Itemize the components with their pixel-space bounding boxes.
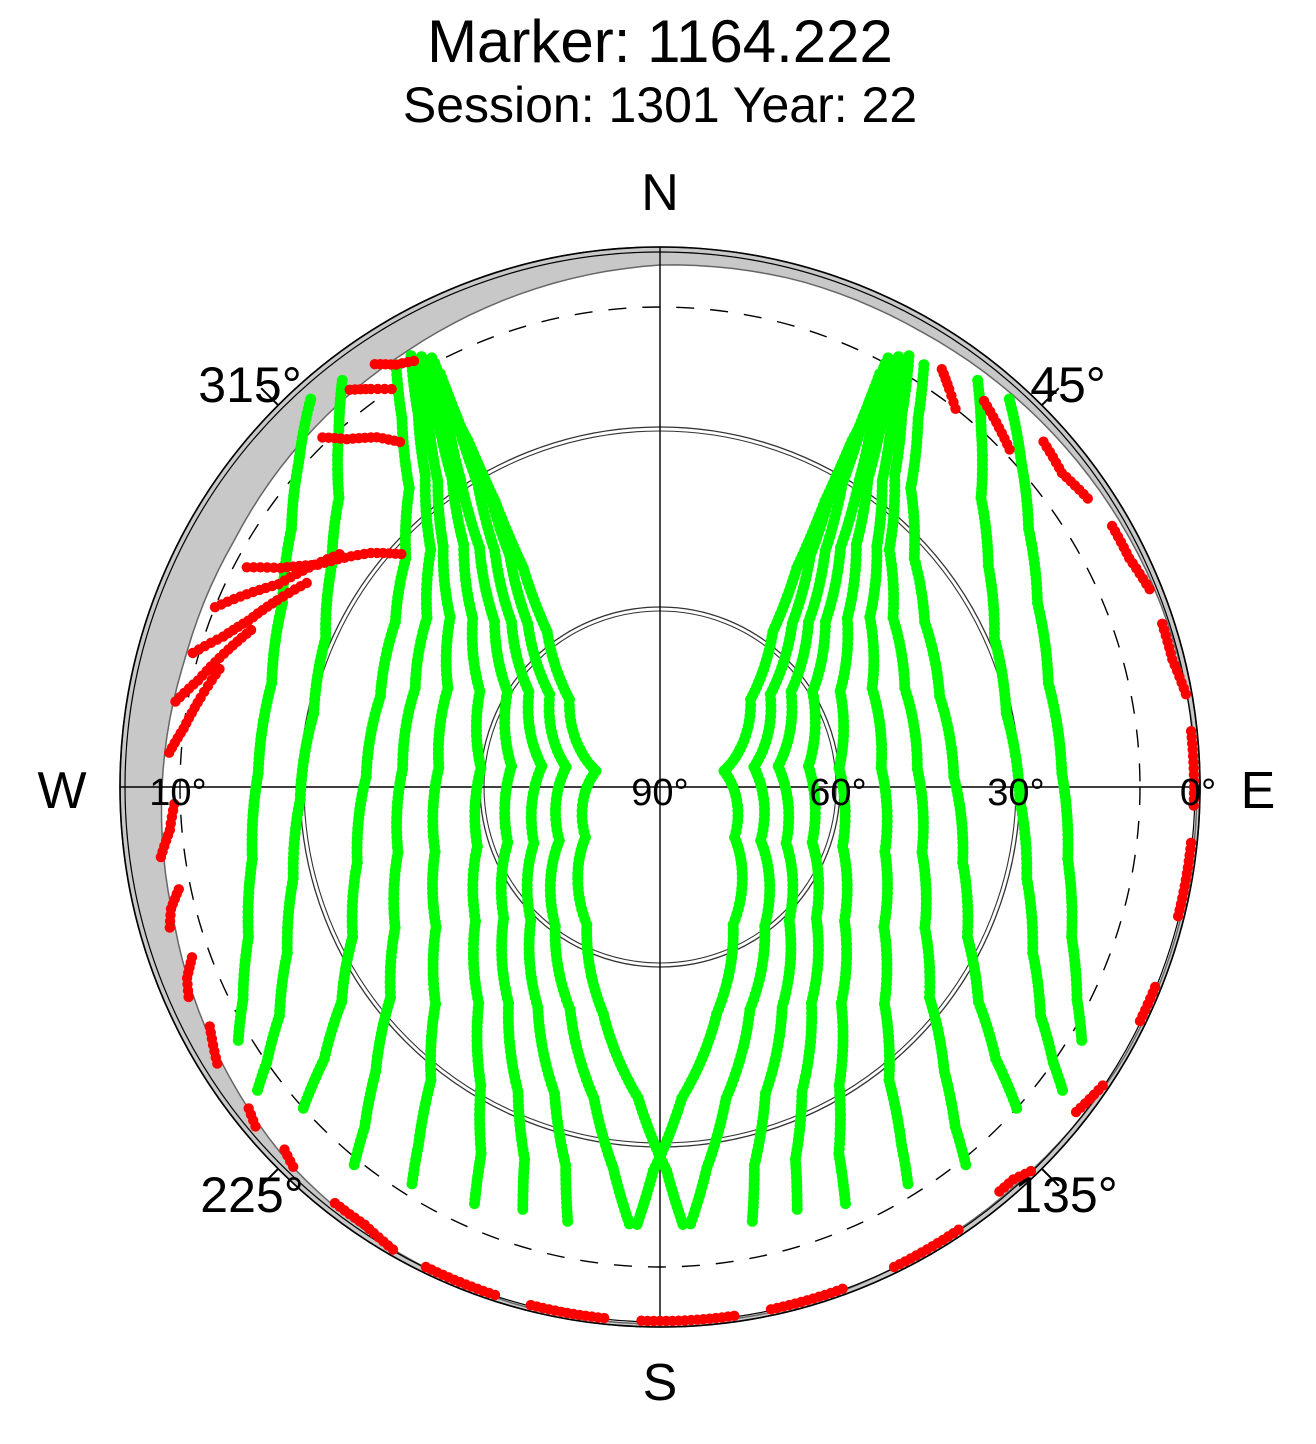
plot-area xyxy=(119,246,1201,1328)
elevation-label-30: 30° xyxy=(987,772,1044,814)
cardinal-east-label: E xyxy=(1241,762,1276,820)
rejected-point-9-7 xyxy=(173,884,184,895)
rejected-point-12-3 xyxy=(243,1103,254,1114)
chart-title: Marker: 1164.222 xyxy=(427,8,893,75)
elevation-label-90: 90° xyxy=(631,772,688,814)
observed-point-8-148 xyxy=(1057,1084,1068,1096)
azimuth-tick-135 xyxy=(1041,1168,1060,1187)
rejected-point-22-6 xyxy=(1070,1106,1082,1118)
observed-point-12-174 xyxy=(406,1178,418,1190)
observed-point-9-134 xyxy=(1076,1034,1088,1046)
azimuth-tick-315 xyxy=(260,387,279,406)
rejected-point-29-12 xyxy=(329,1197,341,1209)
rejected-point-10-7 xyxy=(186,952,198,963)
azimuth-label-135: 135° xyxy=(1014,1167,1117,1223)
rejected-point-5-13 xyxy=(394,436,406,448)
observed-point-2-174 xyxy=(902,1178,914,1190)
rejected-point-25-12 xyxy=(765,1304,777,1315)
rejected-point-17-12 xyxy=(1144,584,1155,595)
azimuth-tick-45 xyxy=(1041,387,1060,406)
elevation-label-60: 60° xyxy=(809,772,866,814)
rejected-point-13-3 xyxy=(279,1144,290,1155)
rejected-point-0-24 xyxy=(396,548,407,560)
rejected-point-18-12 xyxy=(1180,689,1192,700)
rejected-point-14-9 xyxy=(1004,444,1015,455)
observed-point-14-179 xyxy=(517,1203,529,1215)
rejected-point-3-17 xyxy=(245,624,257,636)
rejected-point-6-7 xyxy=(386,383,397,395)
observed-point-1-169 xyxy=(960,1159,972,1171)
observed-point-19-134 xyxy=(232,1034,244,1046)
rejected-point-2-21 xyxy=(301,577,312,589)
elevation-label-10-west: 10° xyxy=(149,772,206,814)
cardinal-west-label: W xyxy=(37,762,86,820)
rejected-point-8-9 xyxy=(169,798,180,810)
rejected-point-7-7 xyxy=(408,355,420,367)
observed-point-0-157 xyxy=(1011,1102,1023,1114)
rejected-point-26-15 xyxy=(636,1315,647,1326)
elevation-label-0: 0° xyxy=(1180,772,1216,814)
rejected-point-4-16 xyxy=(214,663,225,675)
rejected-point-28-12 xyxy=(420,1261,432,1273)
azimuth-tick-225 xyxy=(260,1168,279,1187)
observed-point-4-179 xyxy=(791,1203,803,1215)
observed-point-3-176 xyxy=(840,1198,851,1210)
observed-point-16-182 xyxy=(623,1218,635,1230)
rejected-point-11-6 xyxy=(204,1021,215,1032)
observed-point-10-157 xyxy=(297,1102,309,1114)
rejected-point-24-12 xyxy=(888,1261,900,1273)
observed-point-15-182 xyxy=(562,1215,574,1227)
rejected-point-23-6 xyxy=(994,1186,1005,1197)
rejected-point-19-12 xyxy=(1188,800,1199,811)
rejected-point-16-12 xyxy=(1082,493,1094,504)
cardinal-north-label: N xyxy=(641,164,679,222)
rejected-point-21-6 xyxy=(1134,1015,1146,1027)
rejected-point-27-12 xyxy=(525,1299,536,1311)
azimuth-label-45: 45° xyxy=(1030,357,1106,413)
observed-point-17-184 xyxy=(677,1218,689,1230)
observed-point-11-169 xyxy=(348,1159,360,1171)
azimuth-label-315: 315° xyxy=(198,357,301,413)
observed-point-13-176 xyxy=(469,1198,480,1210)
azimuth-label-225: 225° xyxy=(200,1167,303,1223)
observed-point-18-148 xyxy=(252,1084,263,1096)
rejected-point-1-20 xyxy=(334,549,345,560)
rejected-point-15-7 xyxy=(950,403,961,414)
cardinal-south-label: S xyxy=(643,1354,678,1412)
observed-point-5-182 xyxy=(746,1215,758,1227)
chart-subtitle: Session: 1301 Year: 22 xyxy=(403,77,917,133)
rejected-point-20-12 xyxy=(1172,911,1184,922)
